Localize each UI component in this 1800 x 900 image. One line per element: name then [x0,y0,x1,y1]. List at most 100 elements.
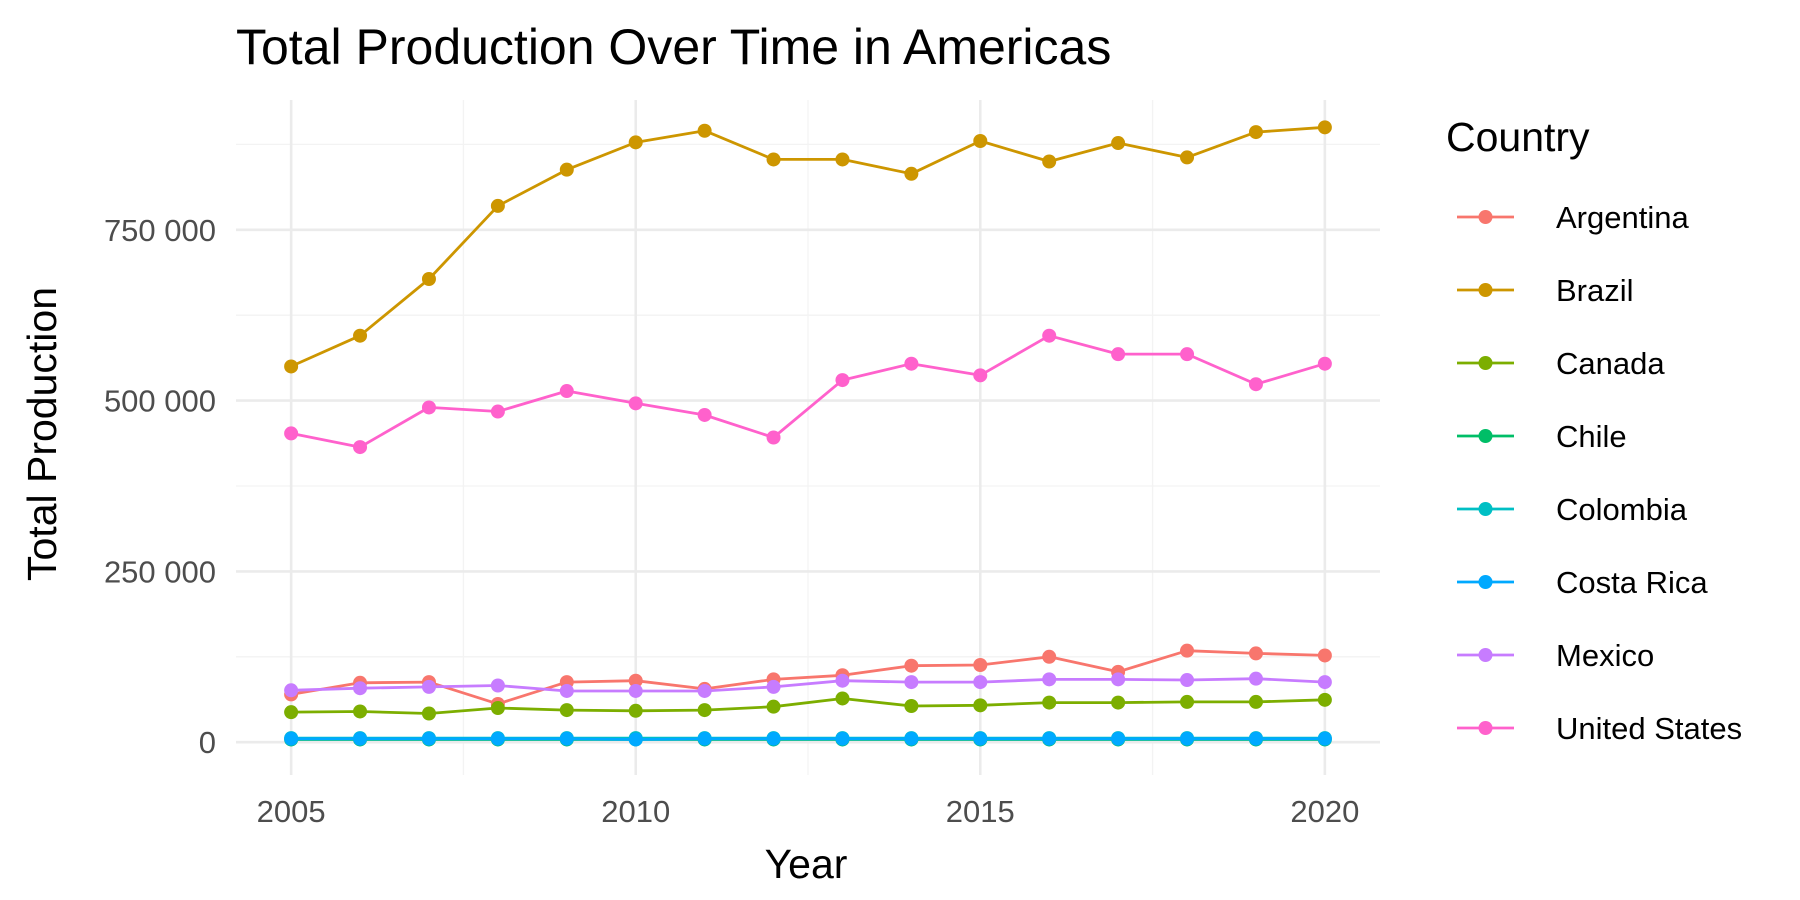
data-point-argentina [1248,646,1263,661]
data-point-argentina [1042,649,1057,664]
series-mexico [284,671,1332,698]
data-point-united-states [1317,356,1332,371]
legend-key-point [1478,721,1493,735]
data-point-costa-rica [559,731,574,746]
data-point-brazil [284,359,299,374]
y-tick-label: 750 000 [104,213,216,248]
data-point-mexico [421,679,436,694]
data-point-brazil [1317,120,1332,135]
series-costa-rica [284,731,1332,747]
data-point-costa-rica [628,732,643,747]
data-point-mexico [904,675,919,690]
data-point-canada [421,706,436,721]
data-point-brazil [904,166,919,181]
data-point-brazil [973,133,988,148]
legend-key-point [1478,502,1493,516]
x-axis-ticks: 2005 2010 2015 2020 [257,794,1360,829]
chart-title: Total Production Over Time in Americas [236,19,1111,75]
data-point-united-states [1248,377,1263,392]
data-point-brazil [1248,125,1263,140]
data-point-mexico [973,675,988,690]
x-tick-label: 2015 [946,794,1015,829]
legend-label: Colombia [1556,492,1688,527]
legend-item-chile: Chile [1457,419,1627,454]
legend-item-brazil: Brazil [1457,273,1634,308]
data-point-costa-rica [766,731,781,746]
y-axis-title: Total Production [19,287,65,581]
legend-label: Canada [1556,346,1665,381]
series-line-mexico [291,677,1325,693]
data-point-brazil [559,162,574,177]
data-point-canada [559,703,574,718]
data-point-costa-rica [421,731,436,746]
data-point-canada [284,705,299,720]
legend-item-costa-rica: Costa Rica [1457,565,1708,600]
data-point-canada [628,703,643,718]
data-point-mexico [766,679,781,694]
x-tick-label: 2010 [601,794,670,829]
data-point-united-states [353,440,368,455]
legend-key-point [1478,648,1493,662]
legend-key-point [1478,356,1493,370]
legend-item-mexico: Mexico [1457,638,1654,673]
legend-item-canada: Canada [1457,346,1665,381]
series-line-argentina [290,649,1325,706]
data-point-costa-rica [284,731,299,746]
data-point-costa-rica [835,731,850,746]
data-point-canada [766,699,781,714]
legend: Country Argentina Brazil Canada Chile Colomb… [1446,114,1742,746]
data-point-brazil [1180,150,1195,165]
series-line-costa-rica [291,737,1325,741]
data-point-canada [1111,695,1126,710]
y-tick-label: 250 000 [104,554,216,589]
x-tick-label: 2005 [257,794,326,829]
data-point-brazil [835,152,850,167]
data-point-united-states [559,384,574,399]
data-point-costa-rica [973,731,988,746]
data-point-costa-rica [353,731,368,746]
data-point-brazil [628,135,643,150]
data-point-canada [1042,695,1057,710]
data-point-costa-rica [1248,731,1263,746]
series-line-united-states [290,334,1326,449]
data-point-canada [1248,694,1263,709]
legend-item-colombia: Colombia [1457,492,1688,527]
data-point-united-states [766,430,781,445]
series-line-canada [291,697,1325,715]
data-point-costa-rica [1180,731,1195,746]
data-point-mexico [490,678,505,693]
data-point-mexico [353,681,368,696]
series-canada [284,691,1332,721]
legend-key-point [1478,429,1493,443]
data-point-argentina [1180,643,1195,658]
data-point-costa-rica [1042,731,1057,746]
data-point-mexico [835,673,850,688]
data-point-argentina [904,658,919,673]
y-axis-ticks: 0 250 000 500 000 750 000 [104,213,216,760]
data-point-costa-rica [697,731,712,746]
legend-item-united-states: United States [1457,711,1742,746]
legend-key-point [1478,283,1493,297]
data-point-united-states [421,400,436,415]
data-point-costa-rica [1111,731,1126,746]
data-point-mexico [1111,672,1126,687]
legend-key-point [1478,575,1493,589]
data-point-mexico [697,683,712,698]
series-layer [284,120,1332,747]
data-point-canada [1317,692,1332,707]
data-point-brazil [490,198,505,213]
legend-label: Chile [1556,419,1627,454]
data-point-united-states [973,368,988,383]
data-point-mexico [284,683,299,698]
data-point-mexico [628,683,643,698]
data-point-mexico [559,683,574,698]
legend-item-argentina: Argentina [1457,200,1689,235]
data-point-canada [904,698,919,713]
legend-label: Brazil [1556,273,1634,308]
data-point-costa-rica [490,731,505,746]
grid [236,100,1380,775]
data-point-brazil [697,123,712,138]
data-point-united-states [1111,347,1126,362]
data-point-brazil [766,152,781,167]
